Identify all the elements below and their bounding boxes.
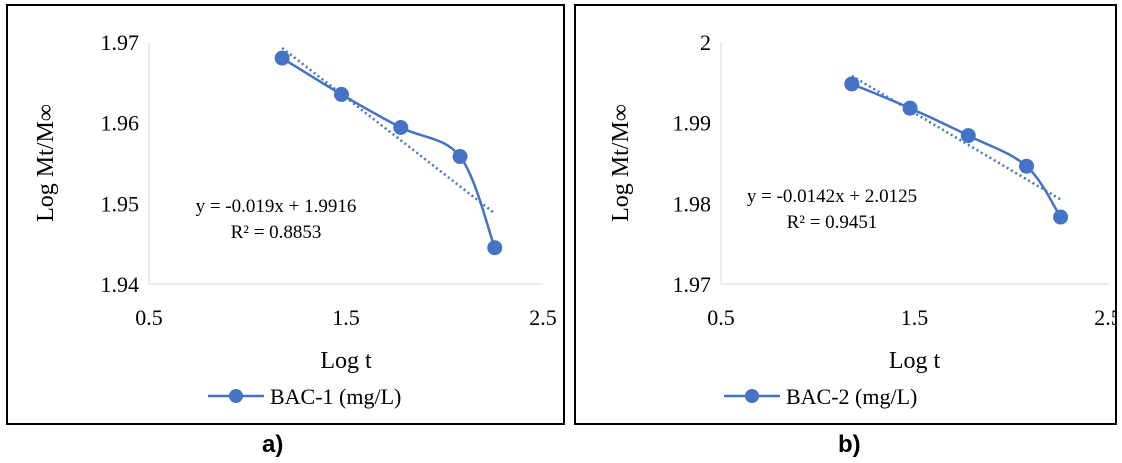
y-tick-label: 1.98 (673, 191, 712, 216)
legend-label: BAC-2 (mg/L) (786, 384, 917, 409)
chart-panel-a: 1.94 1.95 1.96 1.97 0.5 1.5 2.5 Log t Log Mt/M∞ y… (6, 4, 565, 425)
y-tick-label: 2 (700, 30, 711, 55)
y-tick-label: 1.99 (673, 111, 712, 136)
y-axis-title: Log Mt/M∞ (608, 104, 634, 222)
chart-panel-b: 1.97 1.98 1.99 2 0.5 1.5 2.5 Log t Log Mt/M∞ y = … (574, 4, 1117, 425)
y-tick-label: 1.97 (101, 30, 140, 55)
data-point (274, 50, 290, 66)
data-point (393, 120, 409, 136)
data-point (487, 240, 503, 256)
data-point (452, 149, 468, 165)
data-point (844, 76, 860, 92)
data-point (902, 100, 918, 116)
data-point (1053, 209, 1069, 225)
y-tick-label: 1.97 (673, 272, 712, 297)
trendline-annotation: y = -0.0142x + 2.0125 (747, 186, 917, 207)
y-tick-label: 1.94 (101, 272, 140, 297)
caption-b: b) (838, 431, 861, 458)
chart-b: 1.97 1.98 1.99 2 0.5 1.5 2.5 Log t Log Mt/M∞ y = … (608, 30, 1115, 409)
trendline (281, 47, 496, 215)
y-tick-label: 1.95 (101, 191, 140, 216)
x-tick-label: 1.5 (332, 305, 360, 330)
trendline (851, 74, 1062, 201)
trendline-annotation: R² = 0.8853 (231, 222, 322, 243)
y-tick-label: 1.96 (101, 111, 140, 136)
data-point (960, 128, 976, 144)
legend-marker (745, 389, 759, 403)
x-axis-title: Log t (320, 348, 372, 374)
legend-label: BAC-1 (mg/L) (270, 384, 401, 409)
x-tick-label: 1.5 (901, 305, 929, 330)
trendline-annotation: y = -0.019x + 1.9916 (196, 196, 357, 217)
data-point (1019, 158, 1035, 174)
x-tick-label: 0.5 (707, 305, 735, 330)
caption-a: a) (262, 431, 284, 458)
legend-marker (229, 389, 243, 403)
x-tick-label: 2.5 (1094, 305, 1115, 330)
chart-a: 1.94 1.95 1.96 1.97 0.5 1.5 2.5 Log t Log Mt/M∞ y… (33, 30, 557, 409)
x-tick-label: 2.5 (529, 305, 557, 330)
trendline-annotation: R² = 0.9451 (787, 212, 878, 233)
x-tick-label: 0.5 (135, 305, 163, 330)
x-axis-title: Log t (889, 348, 941, 374)
data-point (333, 86, 349, 102)
y-axis-title: Log Mt/M∞ (33, 104, 59, 222)
